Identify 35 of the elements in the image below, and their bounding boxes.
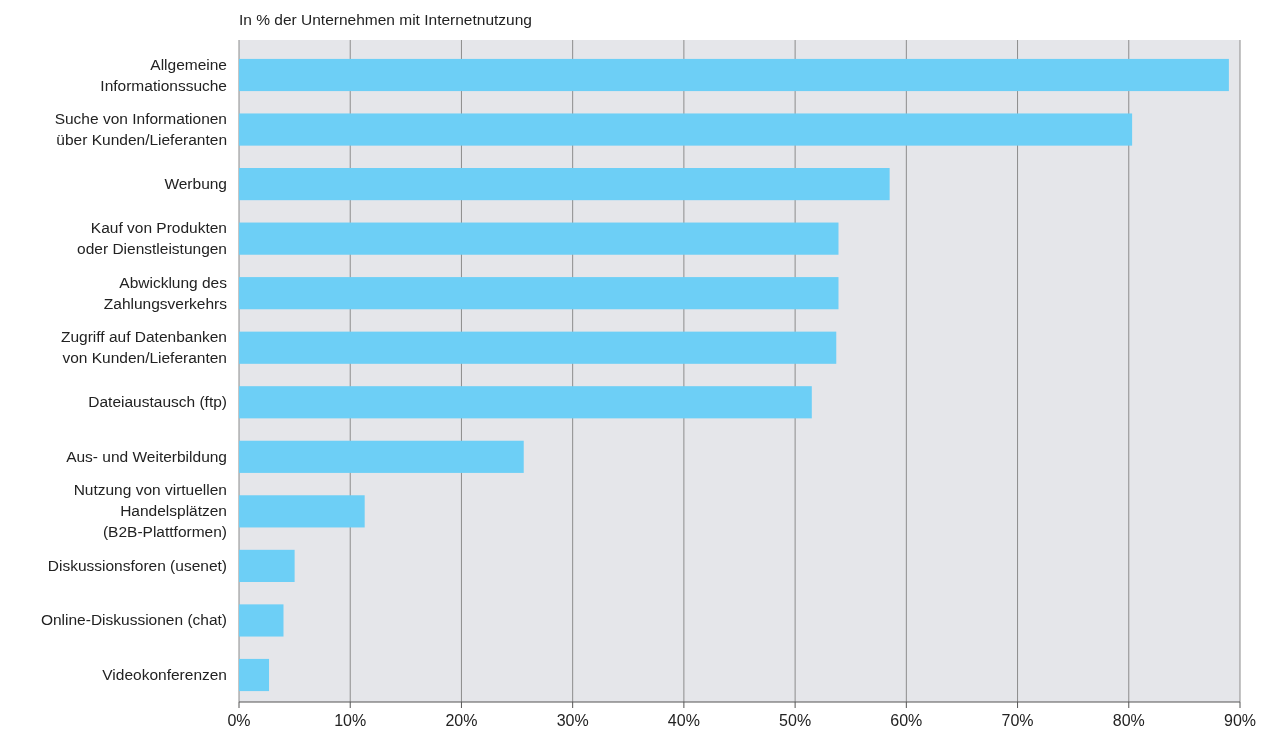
y-tick-label: Allgemeine Informationssuche <box>100 55 227 94</box>
bar <box>239 440 524 473</box>
y-tick-label: Online-Diskussionen (chat) <box>40 611 227 629</box>
x-tick-label: 30% <box>556 712 589 729</box>
y-tick-label: Zugriff auf Datenbanken von Kunden/Lieferanten <box>60 328 227 367</box>
y-tick-label: Dateiaustausch (ftp) <box>88 393 227 411</box>
x-tick-label: 60% <box>890 712 923 729</box>
bar <box>239 549 295 582</box>
y-tick-label: Nutzung von virtuellen Handelsplätzen (B2B-Plattformen) <box>73 481 227 541</box>
y-tick-label: Suche von Informationen über Kunden/Lieferanten <box>54 110 227 149</box>
x-tick-label: 0% <box>227 712 251 729</box>
bar <box>239 604 284 637</box>
y-tick-label: Diskussionsforen (usenet) <box>47 556 227 574</box>
y-tick-label: Kauf von Produkten oder Dienstleistungen <box>77 219 227 258</box>
bar <box>239 58 1229 92</box>
x-tick-label: 70% <box>1001 712 1034 729</box>
bar <box>239 113 1133 146</box>
x-tick-label: 40% <box>667 712 700 729</box>
y-tick-label: Videokonferenzen <box>102 666 227 683</box>
bar <box>239 386 812 419</box>
y-tick-label: Aus- und Weiterbildung <box>66 447 227 465</box>
bar <box>239 495 365 528</box>
y-tick-label: Werbung <box>164 175 227 193</box>
x-tick-label: 80% <box>1112 712 1145 729</box>
x-tick-label: 90% <box>1223 712 1257 729</box>
bar <box>239 331 837 364</box>
y-tick-label: Abwicklung des Zahlungsverkehrs <box>103 273 228 312</box>
bar <box>239 222 839 255</box>
x-tick-label: 50% <box>779 712 812 729</box>
x-tick-label: 10% <box>334 712 367 729</box>
x-tick-label: 20% <box>445 712 478 729</box>
bar <box>239 658 270 692</box>
chart-title: In % der Unternehmen mit Internetnutzung <box>239 11 532 28</box>
bar <box>239 168 890 201</box>
bar <box>239 277 839 310</box>
